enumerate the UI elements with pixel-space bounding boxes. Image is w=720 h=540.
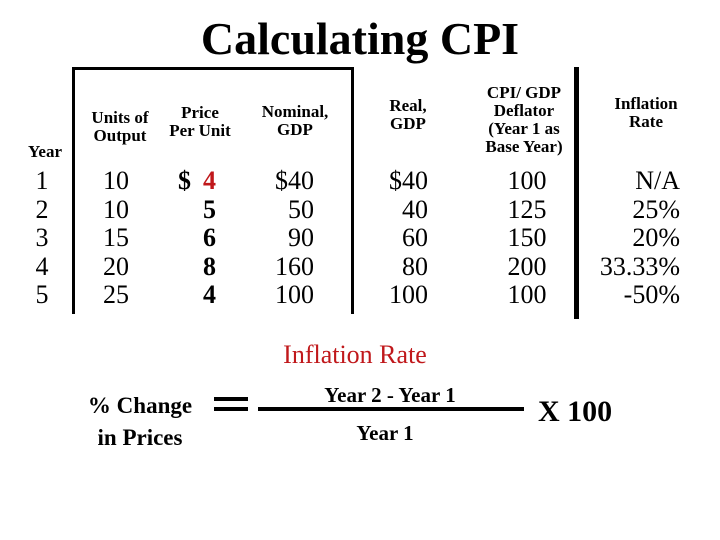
header-units-line2: Output — [93, 126, 147, 145]
cell-cpi: 150 — [507, 223, 547, 252]
table-left-rule — [72, 67, 75, 314]
header-real-line1: Real, — [389, 96, 427, 115]
table-top-rule — [72, 67, 354, 70]
header-cpi-line3: (Year 1 as — [488, 119, 560, 138]
column-nominal: $40 50 90 160 100 — [250, 166, 314, 310]
header-price-line1: Price — [181, 103, 219, 122]
cell-price: 4 — [203, 280, 216, 309]
cell-nominal: $40 — [275, 166, 314, 195]
cell-year: 5 — [35, 280, 49, 309]
header-nominal-line1: Nominal, — [261, 102, 329, 121]
cell-year: 2 — [35, 194, 49, 224]
cell-nominal: 50 — [288, 194, 314, 224]
cell-cpi: 200 — [507, 251, 547, 281]
cell-inflation: 33.33% — [599, 251, 680, 281]
header-units: Units of Output — [80, 109, 160, 145]
header-cpi-line1: CPI/ GDP — [486, 83, 562, 102]
cell-real: $40 — [389, 166, 428, 195]
equals-bar-bottom — [214, 407, 248, 411]
cell-price: 5 — [203, 194, 216, 224]
fraction-bar — [258, 407, 524, 411]
column-real: $40 40 60 80 100 — [366, 166, 428, 310]
cell-year: 1 — [35, 166, 49, 195]
formula-lhs-line1: % Change — [87, 393, 193, 418]
cell-inflation: N/A — [635, 166, 680, 195]
header-inflation: Inflation Rate — [598, 95, 694, 131]
cell-price: 8 — [203, 251, 216, 281]
cell-units: 20 — [103, 251, 129, 281]
cell-price-highlight: 4 — [203, 166, 216, 195]
header-cpi-line2: Deflator — [493, 101, 555, 120]
cell-year: 3 — [35, 223, 49, 252]
column-year: 1 2 3 4 5 — [20, 166, 64, 310]
header-real: Real, GDP — [368, 97, 448, 133]
header-cpi: CPI/ GDP Deflator (Year 1 as Base Year) — [472, 84, 576, 156]
cell-nominal: 160 — [275, 251, 314, 281]
table-right-rule — [351, 67, 354, 314]
column-inflation: N/A 25% 20% 33.33% -50% — [586, 166, 680, 310]
cell-inflation: 20% — [632, 223, 680, 252]
column-units: 10 10 15 20 25 — [88, 166, 144, 310]
header-year: Year — [28, 142, 62, 161]
header-inflation-line2: Rate — [629, 112, 663, 131]
cell-inflation: 25% — [632, 194, 680, 224]
formula-numerator: Year 2 - Year 1 — [324, 383, 456, 407]
cell-units: 10 — [103, 194, 129, 224]
formula-denominator: Year 1 — [356, 421, 414, 445]
header-units-line1: Units of — [91, 108, 149, 127]
header-price: Price Per Unit — [160, 104, 240, 140]
cell-real: 100 — [389, 280, 428, 309]
equals-bar-top — [214, 397, 248, 401]
header-price-line2: Per Unit — [169, 121, 231, 140]
formula-lhs-line2: in Prices — [97, 425, 183, 450]
cell-units: 25 — [103, 280, 129, 309]
cell-cpi: 125 — [507, 194, 547, 224]
cell-nominal: 90 — [288, 223, 314, 252]
cell-nominal: 100 — [275, 280, 314, 309]
formula-lhs: % Change in Prices — [70, 390, 210, 454]
formula-multiplier: X 100 — [538, 395, 613, 428]
column-price: 4 5 6 8 4 — [186, 166, 216, 310]
cpi-divider-rule — [574, 67, 579, 319]
formula-heading: Inflation Rate — [283, 340, 427, 369]
cell-price: 6 — [203, 223, 216, 252]
price-currency-symbol: $ — [178, 166, 191, 195]
header-nominal-line2: GDP — [277, 120, 313, 139]
header-cpi-line4: Base Year) — [485, 137, 563, 156]
cell-units: 10 — [103, 166, 129, 195]
cell-units: 15 — [103, 223, 129, 252]
header-real-line2: GDP — [390, 114, 426, 133]
cell-inflation: -50% — [623, 280, 680, 309]
cell-year: 4 — [35, 251, 49, 281]
cell-cpi: 100 — [507, 280, 547, 309]
equals-sign: = — [214, 397, 248, 411]
cell-real: 60 — [402, 223, 428, 252]
cell-real: 80 — [402, 251, 428, 281]
cell-cpi: 100 — [507, 166, 547, 195]
page-title: Calculating CPI — [200, 13, 520, 64]
column-cpi: 100 125 150 200 100 — [492, 166, 562, 310]
header-inflation-line1: Inflation — [614, 94, 678, 113]
header-nominal: Nominal, GDP — [245, 103, 345, 139]
cell-real: 40 — [402, 194, 428, 224]
